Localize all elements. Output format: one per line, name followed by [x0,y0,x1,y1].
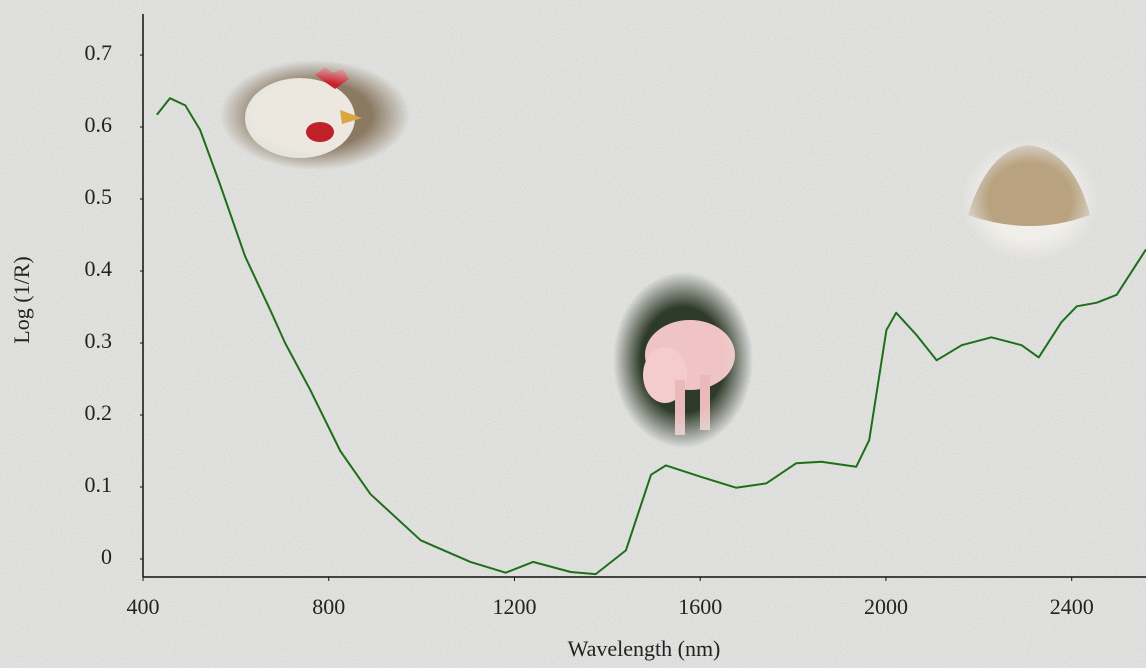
x-axis-label: Wavelength (nm) [568,636,721,661]
y-tick-label: 0.6 [85,112,113,137]
y-tick-label: 0.5 [85,184,113,209]
y-tick-label: 0.3 [85,328,113,353]
x-tick-label: 1600 [678,594,722,619]
page: {"chart_data": {"type": "line", "x_label… [0,0,1146,668]
x-tick-label: 1200 [492,594,536,619]
x-tick-label: 2000 [864,594,908,619]
y-tick-label: 0 [101,544,112,569]
x-tick-label: 2400 [1050,594,1094,619]
x-tick-label: 800 [312,594,345,619]
y-tick-label: 0.2 [85,400,113,425]
y-tick-label: 0.4 [85,256,113,281]
y-tick-label: 0.1 [85,472,113,497]
y-tick-label: 0.7 [85,40,113,65]
y-axis-label: Log (1/R) [9,256,34,343]
chart: Wavelength (nm) Log (1/R) 0 0.1 0.2 0.3 0.4 0… [0,0,1146,668]
x-tick-label: 400 [127,594,160,619]
